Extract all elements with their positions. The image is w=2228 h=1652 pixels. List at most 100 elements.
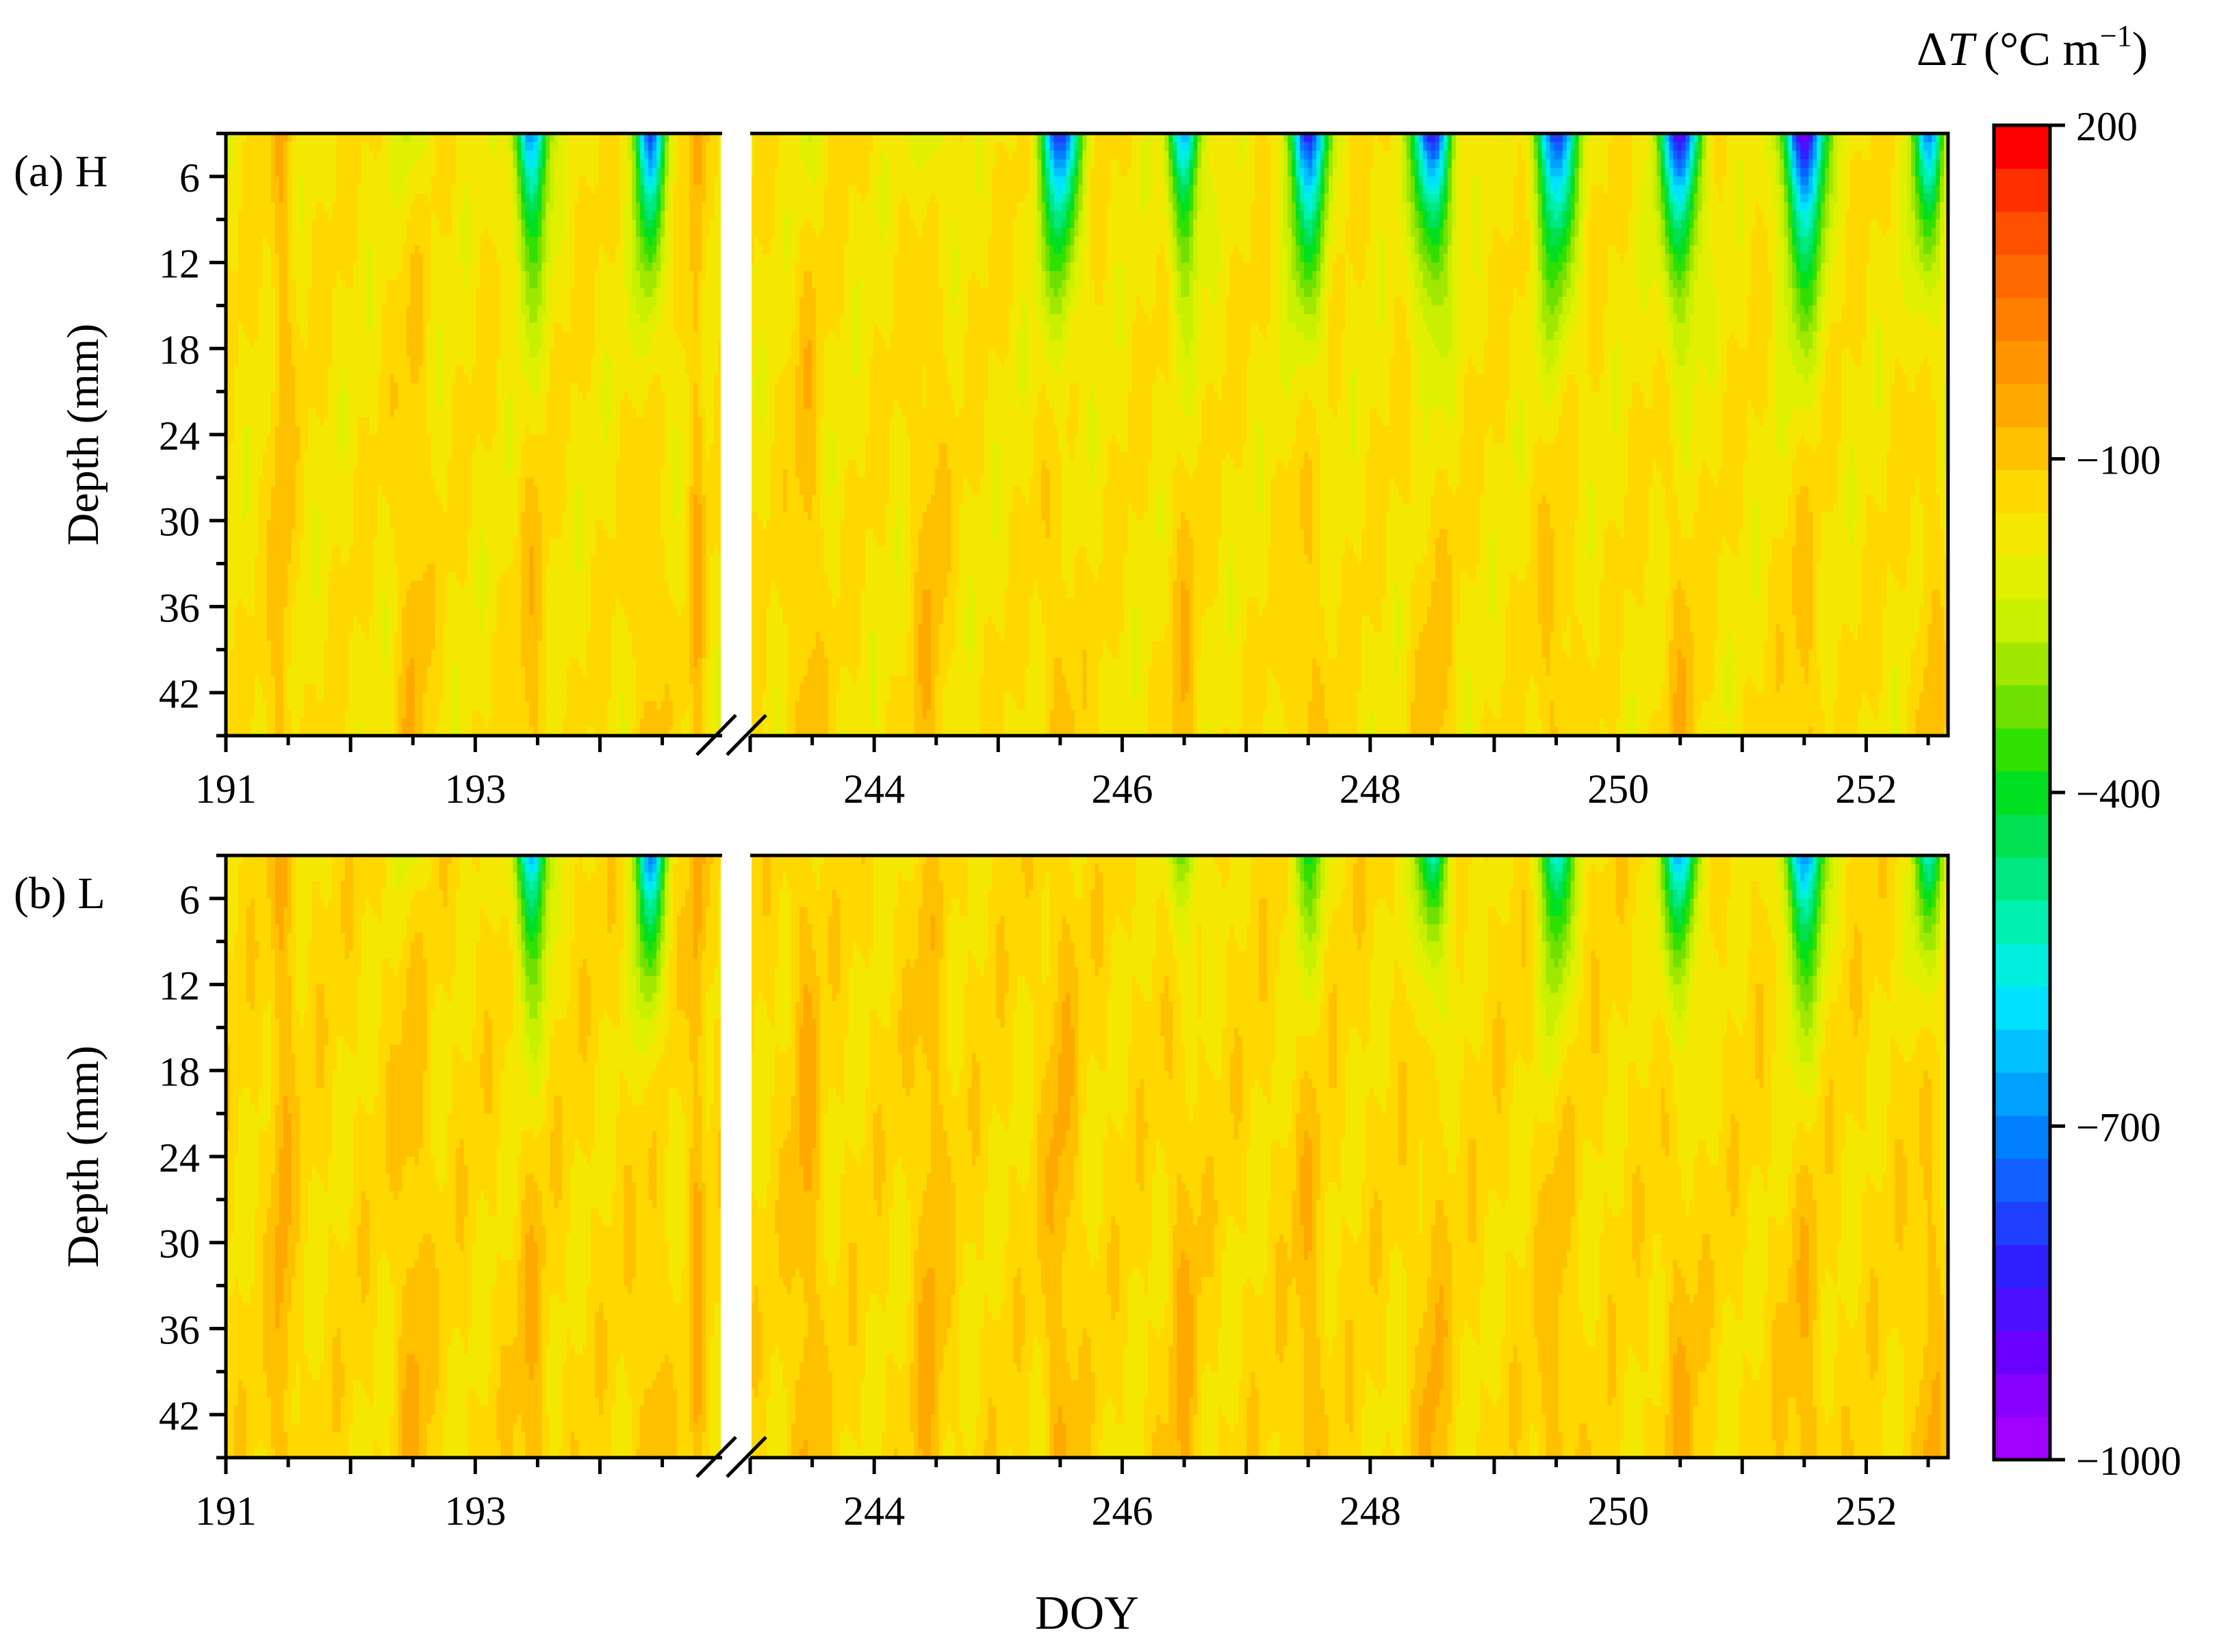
heat-cell — [275, 185, 280, 194]
heat-cell — [287, 495, 292, 504]
heat-cell — [275, 701, 280, 710]
heat-cell — [242, 504, 247, 513]
heat-cell — [234, 348, 239, 357]
heat-cell — [271, 194, 276, 203]
heat-cell — [279, 159, 284, 168]
heat-cell — [271, 589, 276, 598]
heat-cell — [242, 478, 247, 487]
heat-cell — [279, 675, 284, 684]
heat-cell — [255, 529, 259, 538]
heat-cell — [275, 417, 280, 426]
heat-cell — [279, 220, 284, 229]
heat-cell — [267, 203, 272, 211]
heat-cell — [263, 417, 268, 426]
heat-cell — [246, 598, 251, 607]
heat-cell — [267, 589, 272, 598]
heat-cell — [234, 632, 239, 641]
heat-cell — [238, 693, 243, 701]
heat-cell — [279, 658, 284, 667]
figure: 6121824303642 191 193 244 246 248 250 252 (a) … — [0, 0, 2228, 1652]
heat-cell — [255, 194, 259, 203]
heat-cell — [246, 443, 251, 452]
heat-cell — [275, 564, 280, 573]
heat-cell — [267, 667, 272, 675]
heat-cell — [271, 572, 276, 581]
heat-cell — [271, 598, 276, 607]
heat-cell — [246, 469, 251, 478]
heat-cell — [275, 478, 280, 487]
heat-cell — [246, 589, 251, 598]
heat-cell — [287, 435, 292, 443]
heat-cell — [242, 624, 247, 633]
heat-cell — [242, 228, 247, 237]
heat-cell — [267, 374, 272, 383]
heat-cell — [259, 409, 264, 417]
heat-cell — [251, 168, 255, 177]
heat-cell — [263, 142, 268, 151]
heat-cell — [230, 478, 235, 487]
heat-cell — [246, 572, 251, 581]
heat-cell — [271, 478, 276, 487]
heat-cell — [234, 159, 239, 168]
heat-cell — [255, 452, 259, 461]
heat-cell — [259, 546, 264, 555]
heat-cell — [263, 211, 268, 220]
heat-cell — [246, 374, 251, 383]
heat-cell — [230, 400, 235, 409]
heat-cell — [251, 486, 255, 495]
heat-cell — [263, 504, 268, 513]
heat-cell — [234, 357, 239, 366]
heat-cell — [251, 615, 255, 624]
heat-cell — [234, 649, 239, 658]
heat-cell — [267, 263, 272, 272]
heat-cell — [283, 245, 288, 254]
heat-cell — [287, 288, 292, 297]
heat-cell — [287, 383, 292, 392]
heat-cell — [255, 675, 259, 684]
heat-cell — [267, 649, 272, 658]
heat-cell — [275, 142, 280, 151]
heat-cell — [234, 417, 239, 426]
heat-cell — [246, 495, 251, 504]
heat-cell — [263, 452, 268, 461]
heat-cell — [251, 365, 255, 374]
heat-cell — [283, 237, 288, 246]
heat-cell — [234, 521, 239, 530]
heat-cell — [251, 719, 255, 727]
heat-cell — [275, 254, 280, 263]
heat-cell — [251, 263, 255, 272]
heat-cell — [279, 684, 284, 693]
heat-cell — [267, 452, 272, 461]
heat-cell — [234, 529, 239, 538]
heat-cell — [287, 203, 292, 211]
heat-cell — [279, 581, 284, 590]
heat-cell — [263, 357, 268, 366]
heat-cell — [275, 323, 280, 332]
heat-cell — [275, 521, 280, 530]
heat-cell — [267, 391, 272, 400]
heat-cell — [283, 228, 288, 237]
heat-cell — [251, 426, 255, 435]
heat-cell — [259, 512, 264, 521]
heat-cell — [283, 323, 288, 332]
heat-cell — [259, 469, 264, 478]
heat-cell — [267, 555, 272, 564]
heat-cell — [234, 254, 239, 263]
heat-cell — [251, 211, 255, 220]
heat-cell — [279, 426, 284, 435]
heat-cell — [287, 357, 292, 366]
heat-cell — [255, 443, 259, 452]
heat-cell — [263, 572, 268, 581]
heat-cell — [279, 194, 284, 203]
heat-cell — [283, 305, 288, 314]
heat-cell — [242, 203, 247, 211]
heat-cell — [279, 348, 284, 357]
heat-cell — [242, 649, 247, 658]
heat-cell — [230, 701, 235, 710]
heat-cell — [271, 151, 276, 159]
heat-cell — [267, 340, 272, 349]
heat-cell — [275, 271, 280, 280]
heat-cell — [259, 348, 264, 357]
heat-cell — [234, 426, 239, 435]
heat-cell — [263, 374, 268, 383]
